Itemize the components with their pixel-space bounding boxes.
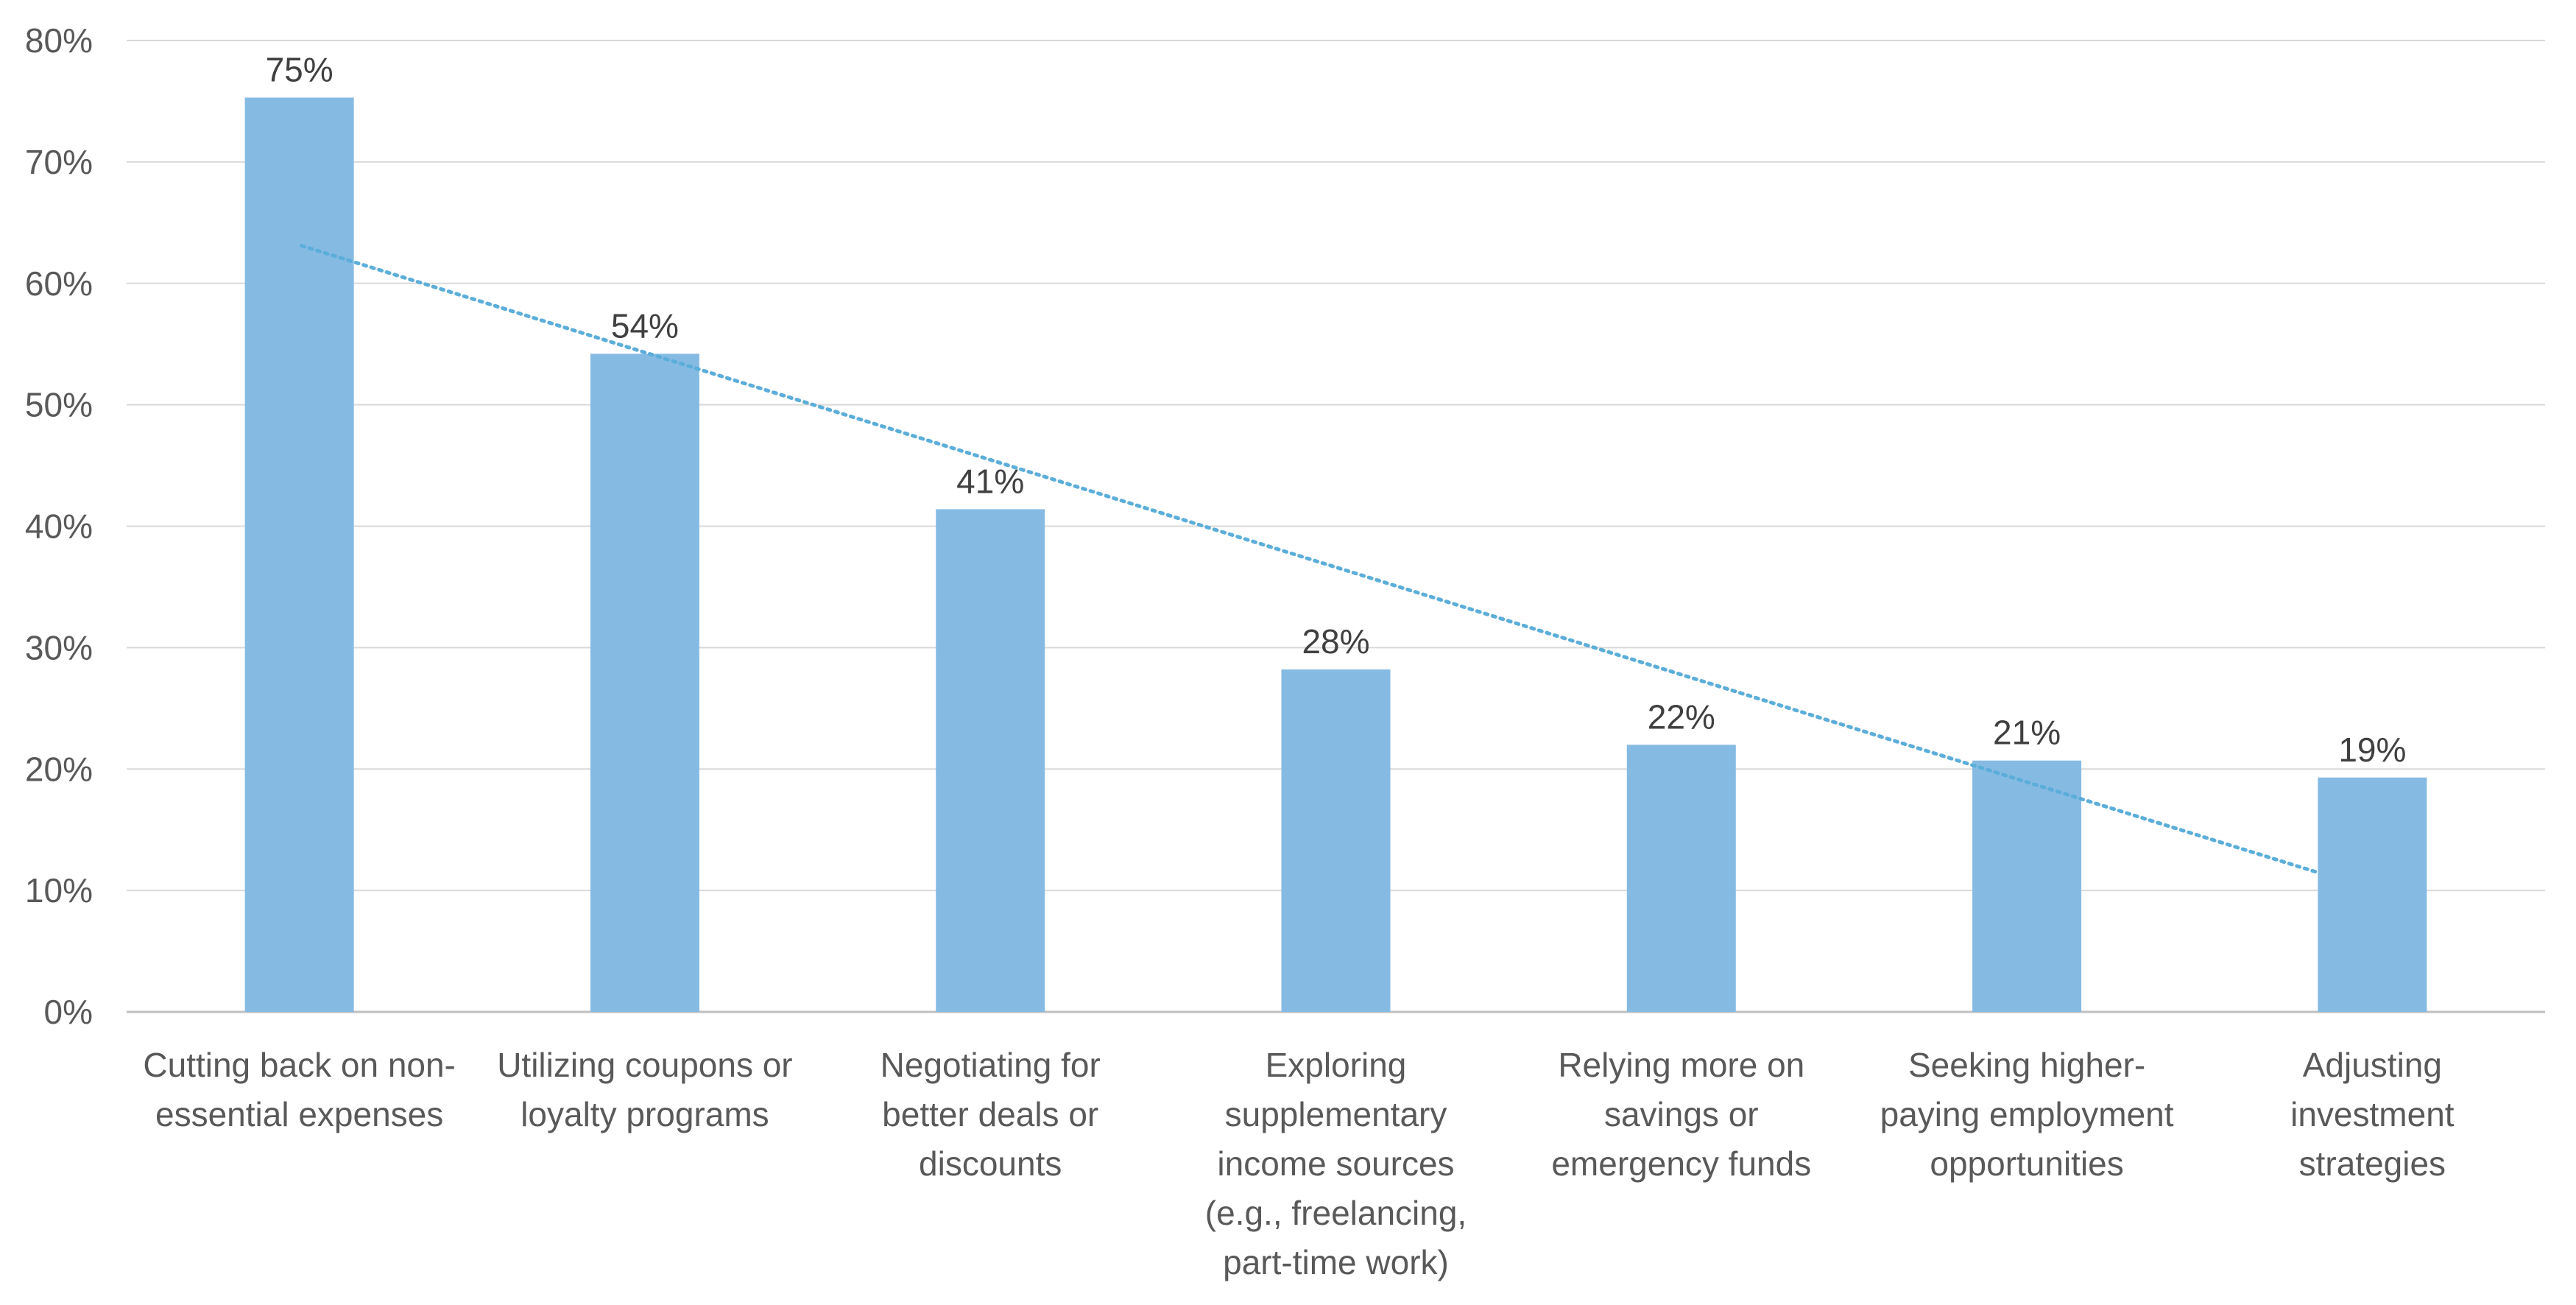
y-tick-label: 10% [25, 871, 93, 910]
category-label-line: Adjusting [2303, 1046, 2442, 1084]
data-labels: 75% 54% 41% 28% 22% 21% 19% [266, 50, 2407, 768]
data-label: 75% [266, 50, 334, 88]
data-label: 41% [956, 462, 1024, 500]
category-label-line: opportunities [1930, 1144, 2123, 1183]
data-label: 21% [1993, 714, 2061, 752]
x-axis-category-labels: Cutting back on non-essential expenses Ut… [143, 1046, 2454, 1281]
y-tick-label: 30% [25, 628, 93, 666]
category-label: Negotiating for better deals or discounts [881, 1046, 1101, 1183]
y-axis-tick-labels: 0% 10% 20% 30% 40% 50% 60% 70% 80% [25, 21, 93, 1031]
bar [590, 353, 699, 1012]
y-tick-label: 60% [25, 264, 93, 303]
bar [1626, 745, 1736, 1012]
category-label-line: (e.g., freelancing, [1205, 1194, 1467, 1232]
bar [1281, 669, 1391, 1012]
category-label-line: Cutting back on non- [143, 1046, 456, 1084]
category-label-line: strategies [2299, 1144, 2446, 1183]
bar [2318, 777, 2427, 1012]
y-tick-label: 80% [25, 21, 93, 60]
data-label: 54% [611, 306, 679, 345]
category-label-line: savings or [1604, 1095, 1759, 1133]
category-label-line: Utilizing coupons or [497, 1046, 792, 1084]
category-label-line: Exploring [1266, 1046, 1407, 1084]
y-tick-label: 50% [25, 386, 93, 424]
category-label-line: income sources [1217, 1144, 1454, 1183]
category-label: Cutting back on non-essential expenses [143, 1046, 456, 1133]
y-tick-label: 20% [25, 750, 93, 788]
category-label-line: emergency funds [1551, 1144, 1811, 1183]
gridlines [127, 40, 2545, 1013]
category-label: Utilizing coupons or loyalty programs [497, 1046, 792, 1133]
y-tick-label: 0% [44, 993, 93, 1031]
category-label-line: better deals or [882, 1095, 1098, 1133]
data-label: 19% [2338, 731, 2406, 769]
data-label: 28% [1302, 622, 1369, 661]
category-label-line: Seeking higher- [1908, 1046, 2145, 1084]
category-label-line: part-time work) [1223, 1243, 1449, 1281]
category-label-line: investment [2290, 1095, 2455, 1133]
category-label: Seeking higher-paying employment opportun… [1880, 1046, 2174, 1183]
bar [244, 97, 354, 1013]
category-label-line: supplementary [1225, 1095, 1447, 1133]
category-label: Relying more on savings or emergency funds [1551, 1046, 1811, 1183]
category-label: Adjusting investment strategies [2290, 1046, 2455, 1183]
category-label-line: Negotiating for [881, 1046, 1101, 1084]
y-tick-label: 70% [25, 143, 93, 181]
category-label-line: paying employment [1880, 1095, 2174, 1133]
bar [936, 509, 1045, 1012]
trendline [300, 244, 2319, 874]
bars [244, 97, 2427, 1013]
bar [1972, 760, 2082, 1012]
trendline-layer [300, 244, 2319, 874]
category-label-line: essential expenses [155, 1095, 443, 1133]
category-label-line: discounts [919, 1144, 1062, 1183]
category-label: Exploring supplementary income sources (e.g… [1205, 1046, 1467, 1281]
category-label-line: loyalty programs [521, 1095, 769, 1133]
category-label-line: Relying more on [1558, 1046, 1804, 1084]
data-label: 22% [1648, 697, 1715, 736]
y-tick-label: 40% [25, 507, 93, 546]
